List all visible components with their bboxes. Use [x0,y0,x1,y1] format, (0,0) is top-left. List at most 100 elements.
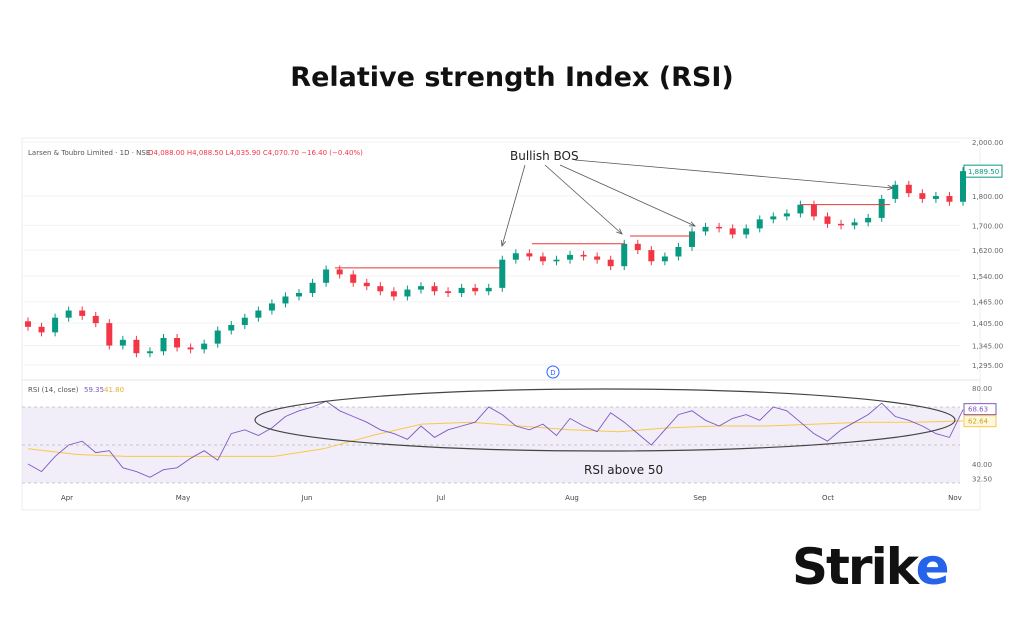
rsi-legend: RSI (14, close) [28,386,79,394]
candle [851,222,858,226]
price-tick-label: 1,800.00 [972,193,1003,201]
candle [25,321,31,327]
candle [119,339,126,346]
bos-arrowhead [500,239,507,247]
rsi-tick-label: 32.50 [972,475,992,483]
candle [607,259,614,267]
candle [228,324,235,331]
candle [65,310,72,318]
candle [932,196,939,199]
candle [255,310,262,318]
bos-arrow [544,164,623,235]
rsi-annotation: RSI above 50 [584,463,663,477]
candle [174,337,181,348]
date-tick-label: May [176,494,190,502]
last-price-label: 1,889.50 [968,168,999,176]
candle [580,254,587,257]
candle [146,351,153,354]
rsi-value-badge [963,403,997,416]
bos-arrow [574,159,894,189]
rsi-ellipse [254,388,956,452]
candle [688,231,695,247]
candle [716,226,723,229]
rsi-legend-value: 59.35 [84,386,104,394]
candle [824,216,831,224]
bos-arrow [559,164,696,227]
candle [797,204,804,214]
candle [661,256,668,262]
candle [201,343,208,350]
candle [960,171,966,202]
candle [458,287,465,294]
page-title: Relative strength Index (RSI) [290,62,734,93]
candle [296,293,303,297]
rsi-ma-label: 62.64 [968,418,989,426]
candle [634,243,641,251]
ohlc-legend: O4,088.00 H4,088.50 L4,035.90 C4,070.70 … [148,149,363,157]
candle [919,193,926,199]
candle [79,310,86,316]
date-tick-label: Jun [301,494,313,502]
candle [743,228,750,235]
event-marker-label: D [550,369,555,377]
date-tick-label: Aug [565,494,579,502]
candle [675,246,682,257]
bos-arrow [501,164,526,247]
candle [499,259,506,288]
rsi-ma-line [27,420,964,457]
candle [648,250,655,262]
candle [770,216,777,220]
date-tick-label: Nov [948,494,962,502]
candle [309,282,316,294]
candle [594,256,601,260]
candle [783,213,790,217]
candle [539,256,546,262]
candle [729,228,736,235]
candle [567,254,574,260]
bos-annotation: Bullish BOS [510,149,579,163]
candle [445,291,452,294]
price-tick-label: 1,540.00 [972,273,1003,281]
candle [512,253,519,260]
candle [106,323,113,346]
candle [905,184,912,194]
candle [323,269,330,283]
price-tick-label: 1,620.00 [972,247,1003,255]
rsi-ma-badge [963,415,997,428]
candle [865,217,872,223]
candle [621,243,628,267]
candle [336,269,343,275]
candle [133,339,140,354]
date-tick-label: Jul [436,494,446,502]
price-tick-label: 1,405.00 [972,320,1003,328]
candle [417,286,424,290]
candle [838,223,845,226]
candle [702,226,709,232]
candle [526,253,533,257]
candle [282,296,289,304]
candle [214,330,221,344]
rsi-ma-legend-value: 41.80 [104,386,124,394]
date-tick-label: Apr [61,494,73,502]
candle [38,326,45,333]
candle [241,317,248,325]
candle [810,204,817,217]
date-tick-label: Oct [822,494,834,502]
rsi-tick-label: 40.00 [972,461,992,469]
candle [363,282,370,287]
price-tick-label: 2,000.00 [972,139,1003,147]
candle [946,196,953,202]
candle [160,337,167,352]
rsi-line [27,400,964,478]
event-marker[interactable] [546,365,560,379]
price-tick-label: 1,345.00 [972,343,1003,351]
candle [350,274,357,283]
price-tick-label: 1,295.00 [972,362,1003,370]
candle [404,289,411,297]
rsi-value-label: 68.63 [968,406,988,414]
bos-arrowhead [616,228,623,235]
candle [92,315,99,324]
candle [268,303,275,311]
candle [187,347,194,350]
